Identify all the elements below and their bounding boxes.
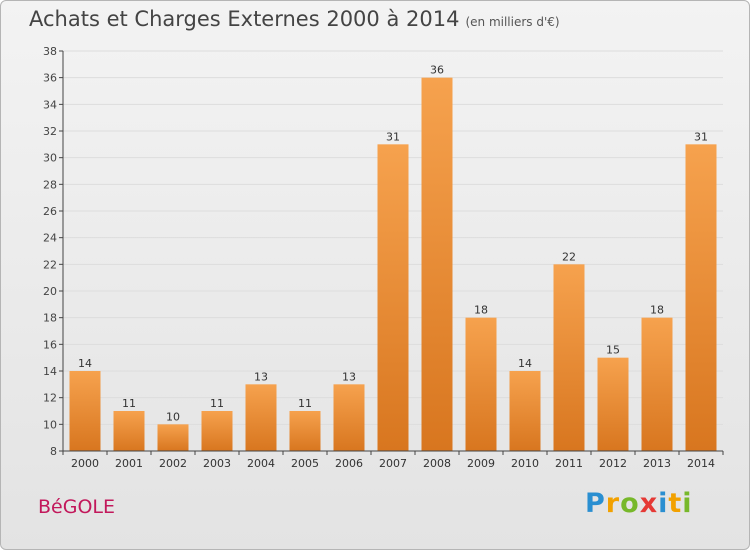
data-label: 15 (606, 344, 620, 357)
data-label: 31 (694, 130, 708, 143)
y-tick-label: 12 (43, 392, 57, 405)
y-tick-label: 30 (43, 152, 57, 165)
data-label: 10 (166, 410, 180, 423)
x-tick-label: 2008 (423, 457, 451, 470)
y-tick-label: 16 (43, 338, 57, 351)
logo-letter: o (620, 488, 640, 519)
data-label: 11 (298, 397, 312, 410)
bar (333, 384, 365, 451)
bar (597, 357, 629, 451)
y-tick-label: 20 (43, 285, 57, 298)
data-label: 14 (518, 357, 532, 370)
logo-letter: i (658, 488, 669, 519)
y-tick-label: 8 (50, 445, 57, 458)
bar (421, 77, 453, 452)
bar (465, 317, 497, 451)
data-label: 36 (430, 64, 444, 77)
bar (113, 411, 145, 451)
y-tick-label: 22 (43, 258, 57, 271)
data-label: 18 (474, 304, 488, 317)
logo-letter: i (682, 488, 693, 519)
bar (509, 371, 541, 451)
y-tick-label: 28 (43, 178, 57, 191)
bar (157, 424, 189, 451)
title-unit: (en milliers d'€) (465, 15, 560, 29)
bar (553, 264, 585, 451)
data-label: 14 (78, 357, 92, 370)
y-tick-label: 36 (43, 72, 57, 85)
y-tick-label: 10 (43, 418, 57, 431)
y-tick-label: 26 (43, 205, 57, 218)
bar (245, 384, 277, 451)
x-tick-label: 2001 (115, 457, 143, 470)
data-label: 13 (342, 370, 356, 383)
data-label: 11 (210, 397, 224, 410)
logo-letter: r (605, 488, 621, 519)
x-tick-label: 2007 (379, 457, 407, 470)
x-tick-label: 2014 (687, 457, 715, 470)
x-tick-label: 2003 (203, 457, 231, 470)
proxiti-logo[interactable]: Proxiti (585, 488, 693, 519)
y-tick-label: 38 (43, 45, 57, 58)
data-label: 13 (254, 370, 268, 383)
x-tick-label: 2005 (291, 457, 319, 470)
chart-title: Achats et Charges Externes 2000 à 2014 (e… (29, 7, 560, 31)
data-label: 11 (122, 397, 136, 410)
bar (685, 144, 717, 452)
x-tick-label: 2009 (467, 457, 495, 470)
data-label: 31 (386, 130, 400, 143)
bar (289, 411, 321, 451)
x-tick-label: 2011 (555, 457, 583, 470)
logo-letter: x (639, 488, 659, 519)
bar (69, 371, 101, 451)
x-tick-label: 2000 (71, 457, 99, 470)
y-tick-label: 14 (43, 365, 57, 378)
data-label: 22 (562, 250, 576, 263)
commune-name: BéGOLE (38, 496, 115, 518)
title-text: Achats et Charges Externes 2000 à 2014 (29, 7, 460, 31)
x-tick-label: 2013 (643, 457, 671, 470)
logo-letter: t (668, 488, 683, 519)
data-label: 18 (650, 304, 664, 317)
bar (201, 411, 233, 451)
y-tick-label: 24 (43, 232, 57, 245)
x-tick-label: 2002 (159, 457, 187, 470)
y-tick-label: 34 (43, 98, 57, 111)
bar (377, 144, 409, 452)
x-tick-label: 2004 (247, 457, 275, 470)
y-tick-label: 18 (43, 312, 57, 325)
x-tick-label: 2006 (335, 457, 363, 470)
y-tick-label: 32 (43, 125, 57, 138)
logo-letter: P (585, 488, 606, 519)
x-tick-label: 2010 (511, 457, 539, 470)
x-tick-label: 2012 (599, 457, 627, 470)
bar (641, 317, 673, 451)
